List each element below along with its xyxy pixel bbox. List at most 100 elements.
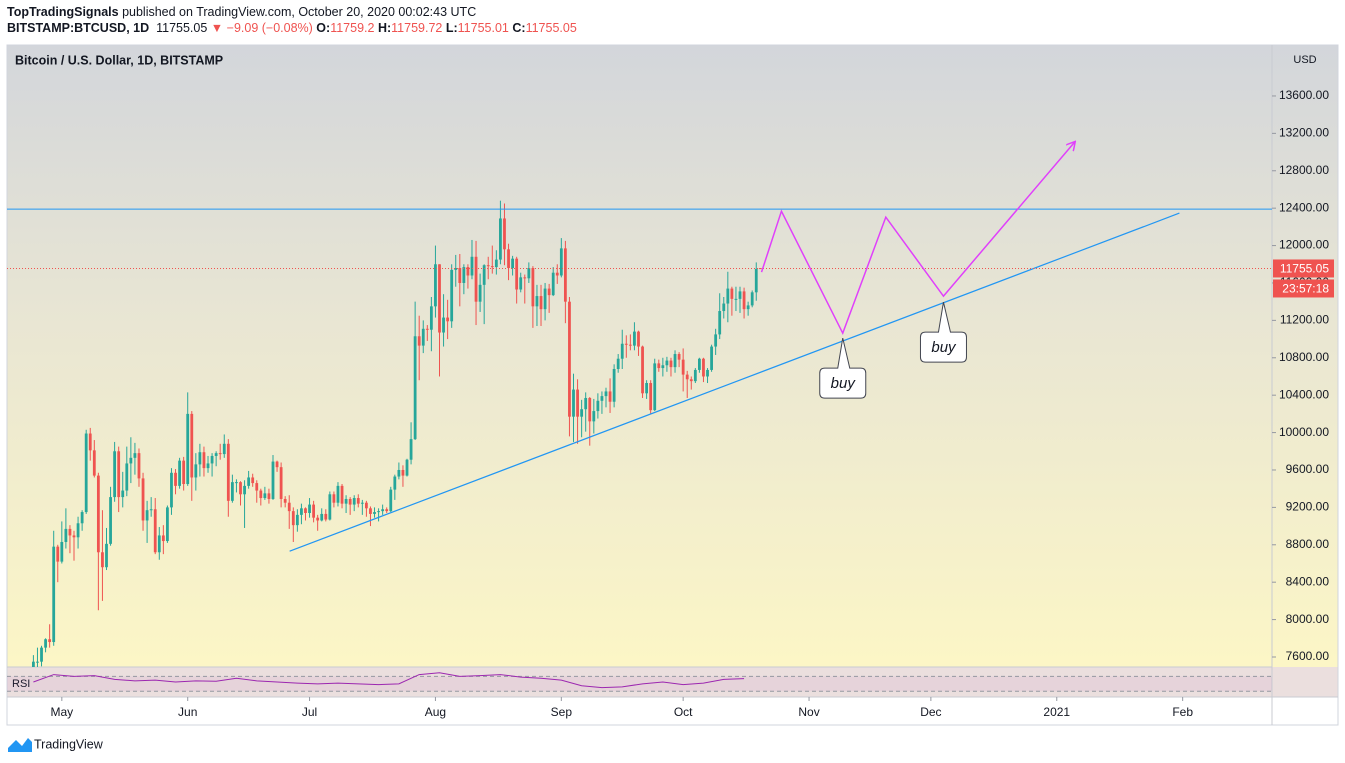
candle-body [693,369,697,382]
countdown-text: 23:57:18 [1282,282,1329,296]
y-tick-label: 12000.00 [1279,238,1329,252]
candle-body [174,472,177,486]
candle-body [592,411,596,422]
candle-body [478,284,482,302]
candle-body [738,291,742,299]
candle-body [746,305,750,310]
candle-body [373,512,376,514]
candle-body [742,291,746,310]
candle-body [499,218,502,260]
candle-body [584,397,588,410]
candle-body [563,248,567,302]
y-tick-label: 10800.00 [1279,350,1329,364]
candle-body [507,249,510,269]
change: ▼ −9.09 (−0.08%) [210,21,313,35]
published: published on TradingView.com, October 20… [118,5,477,19]
candle-body [356,498,360,504]
candle-body [235,482,238,484]
c-label: C: [512,21,526,35]
h-label: H: [377,21,392,35]
candle-body [429,306,433,330]
candle-body [405,459,409,476]
candle-body [474,256,478,302]
rsi-label: RSI [12,678,30,690]
candle-body [352,498,356,505]
candle-body [84,433,88,513]
currency: USD [1293,54,1316,66]
candle-body [149,509,153,511]
x-tick-label: May [50,705,73,719]
candle-body [101,552,104,568]
candle-body [255,483,259,491]
candle-body [401,469,405,476]
candle-body [283,498,287,503]
candle-body [661,365,665,369]
candle-body [80,512,84,524]
candle-body [76,523,80,538]
candle-body [251,477,255,484]
candle-body [425,328,429,330]
time-axis-background [7,697,1338,725]
candle-body [145,510,149,521]
candle-body [170,472,173,508]
o-label: O: [316,21,331,35]
candle-body [612,368,616,402]
l-value: 11755.01 [457,21,509,35]
candle-body [689,379,693,382]
candle-body [206,463,210,469]
candle-body [555,272,559,276]
candle-body [653,363,657,411]
candle-body [503,218,506,250]
candle-body [377,511,380,513]
candle-body [324,513,328,520]
candle-body [336,485,340,503]
c-value: 11755.05 [525,21,577,35]
candle-body [328,494,332,520]
x-tick-label: Jun [178,705,197,719]
candle-body [568,301,571,417]
candle-body [239,482,242,495]
plot [7,200,1272,667]
candle-body [718,311,722,335]
candle-body [706,369,709,377]
candle-body [673,354,677,368]
x-tick-label: Dec [920,705,941,719]
candle-body [588,397,592,422]
callout-text: buy [931,339,957,356]
candle-body [117,451,121,498]
candle-body [726,288,730,304]
candle-body [88,433,92,451]
candle-body [385,509,389,512]
callout-text: buy [831,375,857,392]
candle-body [531,268,535,307]
candle-body [417,336,421,346]
candle-body [291,511,295,526]
y-tick-label: 10000.00 [1279,425,1329,439]
candle-body [397,469,401,477]
candle-body [409,439,413,460]
candle-body [36,661,39,663]
candle-body [210,455,214,464]
candle-body [730,288,734,299]
candle-body [247,477,251,486]
candle-body [243,485,246,495]
x-tick-label: Sep [551,705,573,719]
candle-body [369,508,372,514]
candle-body [669,360,673,368]
last-price-tag-text: 11755.05 [1280,262,1329,276]
candle-body [267,493,271,499]
candle-body [279,467,283,499]
candle-body [96,475,100,553]
candle-body [222,443,226,455]
candle-body [697,358,701,370]
last-price-tag [1273,259,1334,278]
candle-body [490,266,494,268]
candle-body [486,265,490,267]
y-tick-label: 7600.00 [1286,649,1330,663]
chart-title: Bitcoin / U.S. Dollar, 1D, BITSTAMP [15,53,223,67]
candle-body [551,272,555,296]
y-tick-label: 8800.00 [1286,537,1330,551]
y-tick-label: 13600.00 [1279,88,1329,102]
candle-body [381,509,385,512]
